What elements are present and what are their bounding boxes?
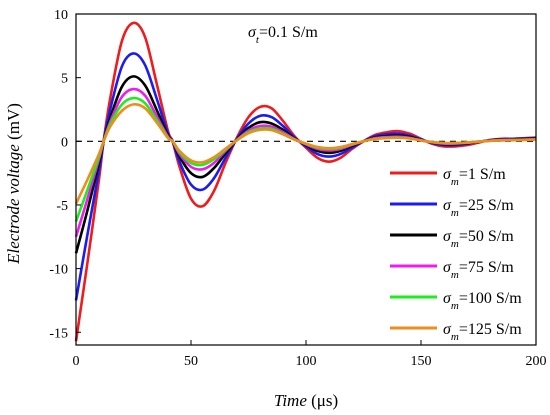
- series-layer: [74, 21, 537, 342]
- x-tick-label: 50: [184, 354, 198, 369]
- conductivity-annotation: σt=0.1 S/m: [248, 24, 318, 46]
- series-line-6: [74, 103, 537, 205]
- legend-symbol: σ: [443, 290, 452, 307]
- legend-item-5: σm=100 S/m: [390, 290, 522, 312]
- x-axis-title-var: Time: [274, 391, 308, 410]
- ticks-layer: 0 50 100 150 200 -15 -10 -5 0 5 10: [49, 8, 546, 369]
- legend-label: σm=100 S/m: [443, 290, 522, 312]
- legend-label: σm=50 S/m: [443, 228, 514, 250]
- annotation-subscript: t: [256, 34, 260, 46]
- annotation-symbol: σ: [248, 24, 257, 41]
- legend-value: =75 S/m: [459, 259, 514, 276]
- x-axis-title-unit: (μs): [307, 391, 338, 410]
- y-tick-label: 0: [61, 135, 68, 150]
- legend-subscript: m: [451, 176, 459, 188]
- legend-value: =1 S/m: [459, 166, 506, 183]
- legend-symbol: σ: [443, 321, 452, 338]
- legend-subscript: m: [451, 269, 459, 281]
- y-axis-title: Electrode voltage (mV): [4, 103, 23, 265]
- x-tick-label: 200: [526, 354, 547, 369]
- legend-label: σm=25 S/m: [443, 197, 514, 219]
- legend-subscript: m: [451, 331, 459, 343]
- legend-item-1: σm=1 S/m: [390, 166, 506, 188]
- legend-subscript: m: [451, 238, 459, 250]
- legend-symbol: σ: [443, 197, 452, 214]
- y-tick-label: -5: [56, 199, 68, 214]
- y-axis-title-var: Electrode voltage: [4, 144, 23, 265]
- y-tick-label: 10: [54, 8, 68, 23]
- legend: σm=1 S/mσm=25 S/mσm=50 S/mσm=75 S/mσm=10…: [390, 166, 522, 343]
- y-tick-label: -10: [49, 263, 68, 278]
- legend-value: =100 S/m: [459, 290, 522, 307]
- y-tick-label: -15: [49, 326, 68, 341]
- legend-symbol: σ: [443, 259, 452, 276]
- annotation-value: =0.1 S/m: [259, 24, 318, 41]
- x-tick-label: 100: [296, 354, 317, 369]
- y-tick-label: 5: [61, 72, 68, 87]
- legend-label: σm=125 S/m: [443, 321, 522, 343]
- legend-subscript: m: [451, 207, 459, 219]
- legend-value: =125 S/m: [459, 321, 522, 338]
- x-tick-label: 0: [73, 354, 80, 369]
- legend-label: σm=75 S/m: [443, 259, 514, 281]
- legend-symbol: σ: [443, 228, 452, 245]
- legend-value: =25 S/m: [459, 197, 514, 214]
- legend-item-6: σm=125 S/m: [390, 321, 522, 343]
- legend-value: =50 S/m: [459, 228, 514, 245]
- legend-item-3: σm=50 S/m: [390, 228, 514, 250]
- y-axis-title-unit: (mV): [4, 103, 23, 144]
- x-tick-label: 150: [411, 354, 432, 369]
- legend-subscript: m: [451, 300, 459, 312]
- legend-label: σm=1 S/m: [443, 166, 506, 188]
- legend-symbol: σ: [443, 166, 452, 183]
- legend-item-2: σm=25 S/m: [390, 197, 514, 219]
- legend-item-4: σm=75 S/m: [390, 259, 514, 281]
- x-axis-title: Time (μs): [274, 391, 338, 410]
